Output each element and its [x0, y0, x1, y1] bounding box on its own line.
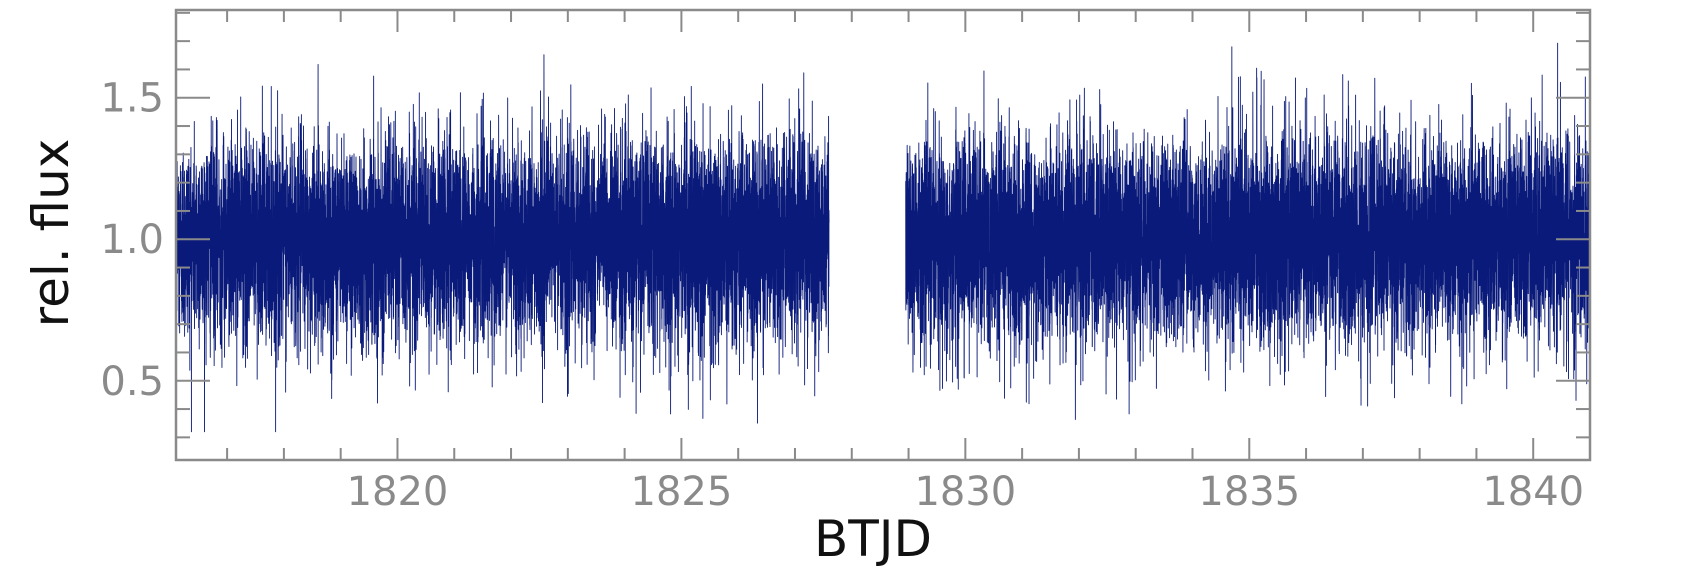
x-tick-label: 1840: [1482, 469, 1584, 515]
x-tick-label: 1820: [347, 469, 449, 515]
flux-series-segment-1: [176, 54, 830, 433]
flux-series-segment-2: [905, 42, 1590, 420]
x-axis-title: BTJD: [814, 510, 932, 568]
y-tick-label: 1.5: [100, 76, 164, 122]
plot-area: [176, 42, 1590, 433]
x-tick-label: 1835: [1198, 469, 1300, 515]
y-tick-label: 0.5: [100, 359, 164, 405]
y-tick-label: 1.0: [100, 217, 164, 263]
y-axis-title: rel. flux: [22, 139, 80, 328]
x-tick-label: 1825: [631, 469, 733, 515]
plot-frame: [174, 8, 1592, 462]
x-tick-label: 1830: [914, 469, 1016, 515]
axes: 1820 1825 1830 1835 1840 0.5 1.0 1.5: [100, 8, 1592, 515]
